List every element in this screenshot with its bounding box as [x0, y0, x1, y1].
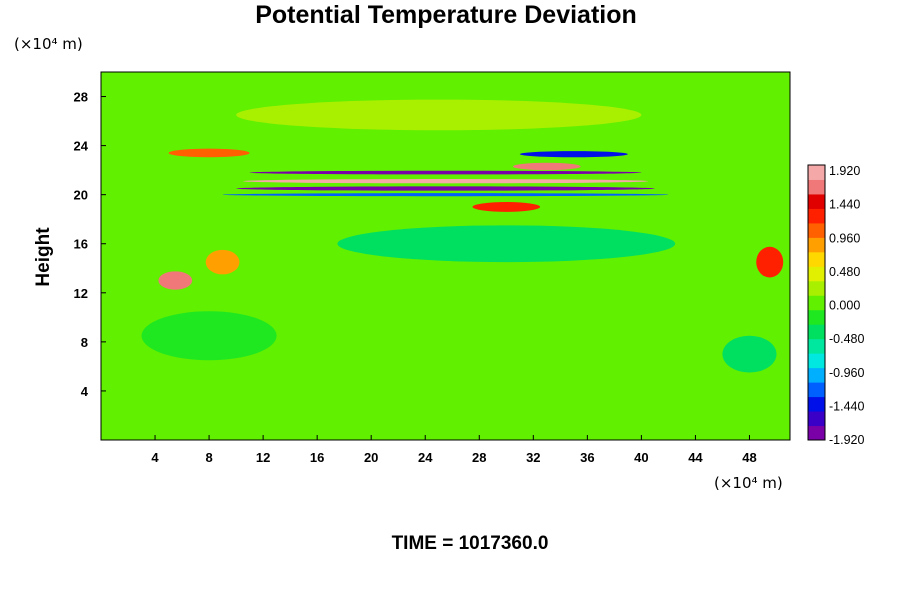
- colorbar-swatch: [808, 193, 825, 209]
- colorbar-swatch: [808, 425, 825, 441]
- colorbar-swatch: [808, 411, 825, 427]
- colorbar-swatch: [808, 353, 825, 369]
- x-tick-label: 48: [742, 450, 756, 465]
- heatmap-feature-13: [337, 225, 676, 263]
- y-axis-unit: (×10⁴ m): [14, 35, 83, 53]
- heatmap-feature-7: [519, 151, 628, 158]
- heatmap-feature-0: [236, 99, 642, 131]
- colorbar-swatch: [808, 251, 825, 267]
- colorbar-swatch: [808, 309, 825, 325]
- heatmap-feature-6: [513, 162, 581, 171]
- colorbar-swatch: [808, 367, 825, 383]
- x-tick-label: 32: [526, 450, 540, 465]
- colorbar-swatch: [808, 237, 825, 253]
- colorbar-tick-label: 1.920: [829, 164, 860, 178]
- heatmap-feature-11: [756, 246, 784, 278]
- colorbar-swatch: [808, 222, 825, 238]
- heatmap-feature-9: [158, 271, 193, 290]
- x-tick-label: 36: [580, 450, 594, 465]
- colorbar-swatch: [808, 266, 825, 282]
- colorbar-swatch: [808, 165, 825, 180]
- colorbar-swatch: [808, 324, 825, 340]
- y-tick-label: 24: [74, 139, 89, 154]
- colorbar-swatch: [808, 179, 825, 195]
- heatmap-feature-5: [222, 193, 669, 197]
- plot-frame: [100, 71, 791, 441]
- colorbar-tick-label: -1.440: [829, 399, 864, 413]
- heatmap-feature-8: [472, 202, 541, 212]
- y-tick-label: 4: [81, 384, 89, 399]
- heatmap-feature-12: [141, 311, 277, 361]
- colorbar: [807, 164, 826, 441]
- colorbar-swatch: [808, 208, 825, 224]
- x-axis-unit: (×10⁴ m): [714, 474, 783, 492]
- x-tick-label: 24: [418, 450, 433, 465]
- heatmap-feature-3: [242, 179, 649, 184]
- heatmap-feature-4: [236, 186, 655, 191]
- heatmap-feature-14: [722, 335, 777, 373]
- heatmap-feature-10: [205, 249, 240, 275]
- colorbar-tick-label: -0.960: [829, 366, 864, 380]
- colorbar-swatch: [808, 280, 825, 296]
- x-axis-ticks: 4 8 12 16 20 24 28 32 36 40 44 48: [151, 435, 757, 465]
- colorbar-frame: [807, 164, 826, 441]
- y-tick-label: 20: [74, 188, 88, 203]
- heatmap-feature-1: [168, 148, 250, 158]
- x-tick-label: 16: [310, 450, 324, 465]
- heatmap-field: [101, 72, 790, 440]
- colorbar-swatch: [808, 382, 825, 398]
- colorbar-tick-label: -1.920: [829, 433, 864, 447]
- x-tick-label: 4: [151, 450, 159, 465]
- colorbar-swatch: [808, 295, 825, 311]
- colorbar-tick-label: 0.480: [829, 265, 860, 279]
- x-tick-label: 12: [256, 450, 270, 465]
- colorbar-tick-labels: 1.920 1.440 0.960 0.480 0.000 -0.480 -0.960 -1.…: [829, 164, 864, 447]
- time-label: TIME = 1017360.0: [392, 533, 549, 554]
- colorbar-swatch: [808, 396, 825, 412]
- x-tick-label: 28: [472, 450, 486, 465]
- heatmap-feature-2: [249, 170, 642, 175]
- chart-title: Potential Temperature Deviation: [255, 1, 637, 29]
- x-tick-label: 40: [634, 450, 648, 465]
- x-tick-label: 8: [205, 450, 212, 465]
- x-tick-label: 44: [688, 450, 703, 465]
- colorbar-tick-label: -0.480: [829, 332, 864, 346]
- y-tick-label: 28: [74, 90, 88, 105]
- colorbar-tick-label: 1.440: [829, 198, 860, 212]
- y-tick-label: 12: [74, 286, 88, 301]
- colorbar-tick-label: 0.960: [829, 231, 860, 245]
- colorbar-tick-label: 0.000: [829, 299, 860, 313]
- y-tick-label: 16: [74, 237, 88, 252]
- y-tick-label: 8: [81, 335, 88, 350]
- y-axis-ticks: 4 8 12 16 20 24 28: [74, 90, 106, 399]
- y-axis-label: Height: [33, 227, 54, 287]
- x-tick-label: 20: [364, 450, 378, 465]
- colorbar-swatch: [808, 338, 825, 354]
